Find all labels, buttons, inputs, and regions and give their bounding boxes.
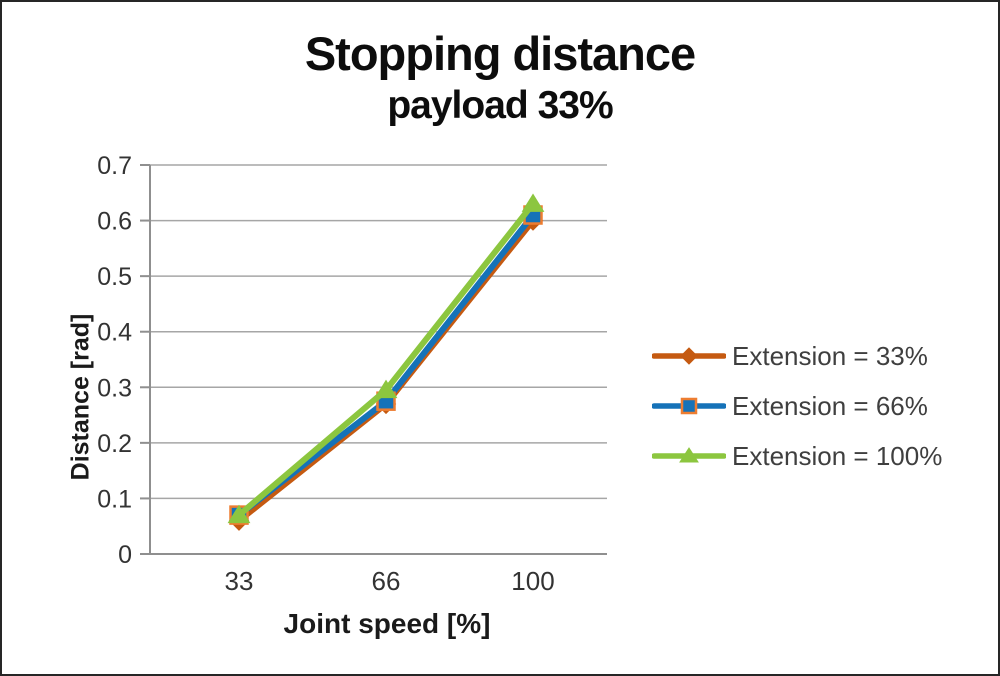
x-tick-label: 66 [372,566,401,596]
y-tick-label: 0.5 [97,263,132,291]
triangle-marker [374,379,398,399]
y-tick-label: 0.6 [97,208,132,236]
legend-label: Extension = 33% [732,340,928,371]
chart-title: Stopping distance [304,27,696,80]
chart-subtitle: payload 33% [387,84,613,127]
legend-entry: Extension = 100% [652,439,942,473]
y-tick-label: 0.7 [97,152,132,180]
y-tick-label: 0.3 [97,374,132,402]
y-tick-label: 0.2 [97,430,132,458]
legend-entry: Extension = 33% [652,339,942,373]
triangle-marker [679,447,699,463]
series-line [236,200,536,519]
x-tick-label: 100 [511,566,554,596]
y-tick-label: 0.1 [97,485,132,513]
legend-label: Extension = 100% [732,440,943,471]
x-axis-title: Joint speed [%] [283,608,491,639]
legend-entry: Extension = 66% [652,389,942,423]
legend-key-square-icon [652,397,726,415]
y-tick-label: 0 [118,541,132,569]
legend-key-triangle-icon [652,447,726,463]
x-tick-label: 33 [225,566,254,596]
triangle-marker [521,193,545,212]
diamond-marker [680,347,698,365]
y-tick-label: 0.4 [97,319,132,347]
y-axis-title: Distance [rad] [66,313,95,481]
legend-key-diamond-icon [652,347,726,365]
legend-label: Extension = 66% [732,390,928,421]
square-marker [680,397,698,415]
triangle-marker [227,504,251,524]
legend: Extension = 33% Extension = 66% Extensio… [652,339,942,473]
